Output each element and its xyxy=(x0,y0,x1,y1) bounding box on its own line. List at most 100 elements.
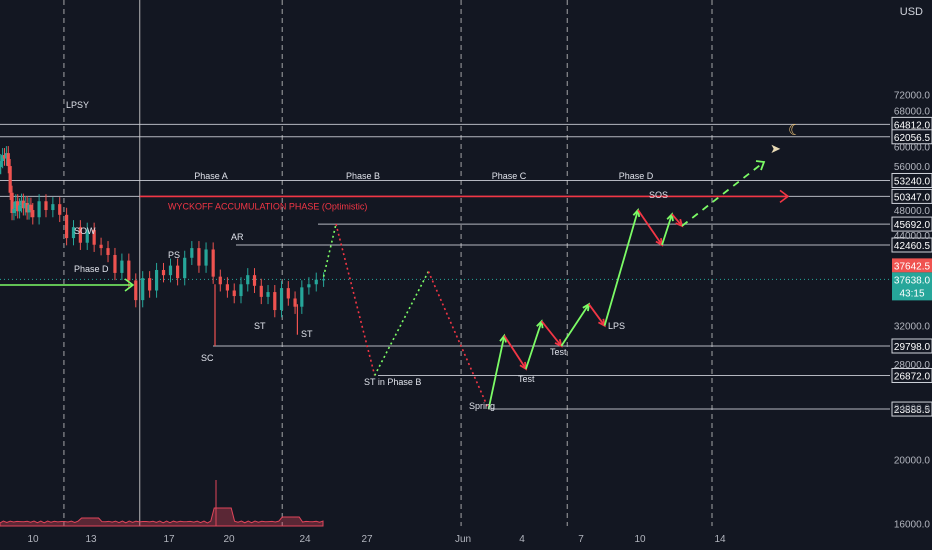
candle-body xyxy=(211,249,215,277)
candle-body xyxy=(58,204,62,215)
x-tick-6: Jun xyxy=(455,534,471,545)
candle-body xyxy=(27,204,31,213)
level-tag-1: 62056.5 xyxy=(894,133,931,144)
time-axis[interactable]: 10 13 17 20 24 27 Jun 4 7 10 14 xyxy=(27,534,726,545)
level-tag-box-1 xyxy=(891,129,932,145)
candle-body xyxy=(1,155,5,162)
countdown-tag: 43:15 xyxy=(899,288,924,299)
x-tick-5: 27 xyxy=(361,534,373,545)
moon-icon: ☾ xyxy=(788,122,801,139)
level-tag-box-2 xyxy=(891,172,932,188)
arrow-up-4 xyxy=(603,209,639,326)
candle-body xyxy=(31,210,35,218)
arrow-up-1 xyxy=(487,335,506,410)
x-tick-8: 7 xyxy=(578,534,584,545)
candle-body xyxy=(25,202,29,213)
vertical-separators xyxy=(63,0,713,526)
y-tick-5: 28000.0 xyxy=(894,360,931,371)
candle-body xyxy=(232,290,236,297)
projection-down-1 xyxy=(335,223,376,376)
level-tag-box-3 xyxy=(891,188,932,204)
price-axis[interactable]: 64812.0 62056.5 53240.0 50347.0 45692.0 42460… xyxy=(891,90,932,530)
candle-body xyxy=(14,201,18,209)
arrow-up-5 xyxy=(661,213,673,246)
candle-body xyxy=(113,254,117,273)
candle-body xyxy=(225,284,229,291)
candle-body xyxy=(0,161,3,168)
x-tick-10: 14 xyxy=(714,534,726,545)
y-tick-11: 56000.0 xyxy=(894,162,931,173)
candle-body xyxy=(218,276,222,285)
y-tick-3: 20000.0 xyxy=(894,456,931,467)
candle-body xyxy=(279,288,284,311)
arrow-up-2 xyxy=(525,320,543,370)
candle-body xyxy=(85,229,89,243)
level-tag-5: 42460.5 xyxy=(894,241,931,252)
label-sos: SOS xyxy=(649,190,668,200)
y-tick-14: 72000.0 xyxy=(894,90,931,101)
level-tag-7: 26872.0 xyxy=(894,371,931,382)
level-tag-3: 50347.0 xyxy=(894,192,931,203)
phase-label-0: Phase A xyxy=(194,171,228,181)
label-st1: ST xyxy=(254,321,266,331)
candle-body xyxy=(197,248,201,266)
arrow-up-3 xyxy=(560,303,590,347)
candle-body xyxy=(161,269,166,276)
candle-body xyxy=(106,248,110,255)
green-price-box xyxy=(892,272,932,301)
candle-body xyxy=(168,265,173,276)
candle-body xyxy=(99,244,103,249)
level-tag-6: 29798.0 xyxy=(894,342,931,353)
left-phase-label: Phase D xyxy=(74,264,109,274)
arrow-down-2 xyxy=(540,320,563,347)
y-tick-9: 44000.0 xyxy=(894,231,931,242)
candle-body xyxy=(266,292,270,297)
candle-body xyxy=(300,287,304,307)
moon-projection xyxy=(681,161,765,227)
x-tick-1: 13 xyxy=(85,534,97,545)
candle-body xyxy=(204,249,208,266)
arrow-down-3 xyxy=(588,303,606,327)
left-phase-arrow-head xyxy=(124,278,135,292)
candle-body xyxy=(37,201,41,218)
volume-area xyxy=(0,507,324,527)
label-st_phase_b: ST in Phase B xyxy=(364,377,421,387)
title-arrow-head xyxy=(779,189,790,204)
candle-body xyxy=(273,292,277,311)
candle-body xyxy=(239,284,243,297)
candle-body xyxy=(246,275,250,285)
candle-body xyxy=(8,166,12,193)
candle-body xyxy=(4,153,8,159)
label-lpsy: LPSY xyxy=(66,100,89,110)
x-tick-0: 10 xyxy=(27,534,39,545)
annotations: ➤☾ xyxy=(0,122,801,410)
level-tag-box-4 xyxy=(891,216,932,232)
y-tick-2: 16000.0 xyxy=(894,519,931,530)
candle-body xyxy=(176,265,180,279)
candle-body xyxy=(65,214,69,239)
label-spring: Spring xyxy=(469,401,495,411)
wyckoff-title: WYCKOFF ACCUMULATION PHASE (Optimistic) xyxy=(168,201,367,211)
label-sc: SC xyxy=(201,353,214,363)
level-tag-box-8 xyxy=(891,401,932,417)
candle-body xyxy=(6,153,10,167)
candle-body xyxy=(23,202,27,209)
level-tag-box-7 xyxy=(891,367,932,383)
label-test2: Test xyxy=(550,347,567,357)
label-ps: PS xyxy=(168,250,180,260)
moon-projection-head xyxy=(755,160,766,171)
level-tag-2: 53240.0 xyxy=(894,176,931,187)
label-lps: LPS xyxy=(608,321,625,331)
red-price-box xyxy=(892,258,932,273)
x-tick-2: 17 xyxy=(163,534,175,545)
candle-body xyxy=(141,278,145,301)
label-test1: Test xyxy=(518,374,535,384)
arrow-down-5 xyxy=(671,213,683,227)
candle-body xyxy=(154,269,159,291)
candle-body xyxy=(71,227,76,239)
currency-label[interactable]: USD xyxy=(896,5,926,19)
label-sow: SOW xyxy=(74,226,96,236)
candle-body xyxy=(120,260,124,273)
candle-body xyxy=(134,280,138,301)
